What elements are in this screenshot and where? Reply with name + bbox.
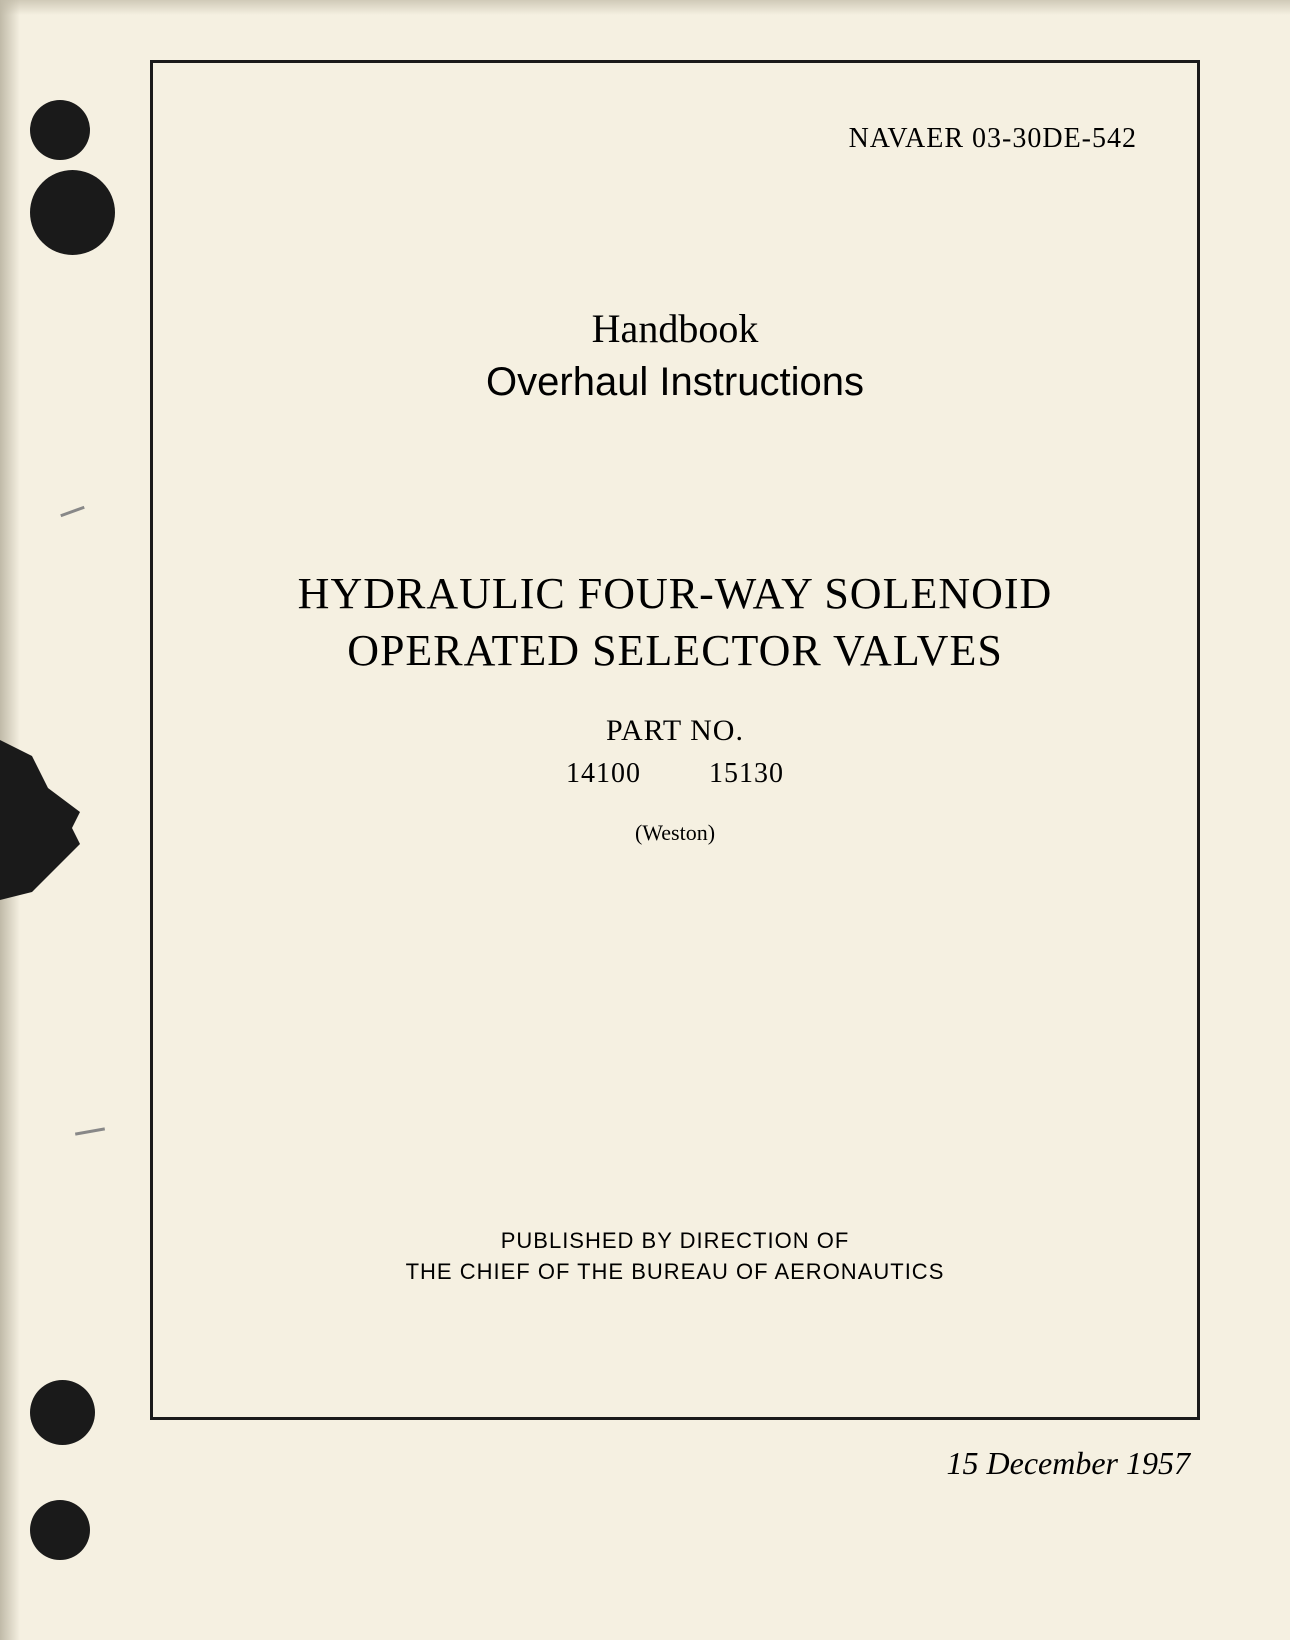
- publisher-line-2: THE CHIEF OF THE BUREAU OF AERONAUTICS: [406, 1259, 945, 1284]
- document-number: NAVAER 03-30DE-542: [213, 123, 1137, 155]
- main-title-line-2: OPERATED SELECTOR VALVES: [347, 626, 1003, 675]
- main-title: HYDRAULIC FOUR-WAY SOLENOID OPERATED SEL…: [213, 565, 1137, 679]
- publisher-line-1: PUBLISHED BY DIRECTION OF: [501, 1228, 850, 1253]
- part-number-2: 15130: [709, 758, 784, 789]
- page-container: NAVAER 03-30DE-542 Handbook Overhaul Ins…: [0, 0, 1290, 1640]
- main-title-line-1: HYDRAULIC FOUR-WAY SOLENOID: [298, 569, 1053, 618]
- publisher-block: PUBLISHED BY DIRECTION OF THE CHIEF OF T…: [213, 1226, 1137, 1288]
- handbook-label: Handbook: [213, 305, 1137, 352]
- manufacturer: (Weston): [213, 820, 1137, 846]
- part-numbers: 14100 15130: [213, 758, 1137, 790]
- part-number-label: PART NO.: [213, 714, 1137, 748]
- part-number-1: 14100: [566, 758, 641, 789]
- content-frame: NAVAER 03-30DE-542 Handbook Overhaul Ins…: [150, 60, 1200, 1420]
- subtitle: Overhaul Instructions: [213, 360, 1137, 405]
- publication-date: 15 December 1957: [150, 1445, 1200, 1482]
